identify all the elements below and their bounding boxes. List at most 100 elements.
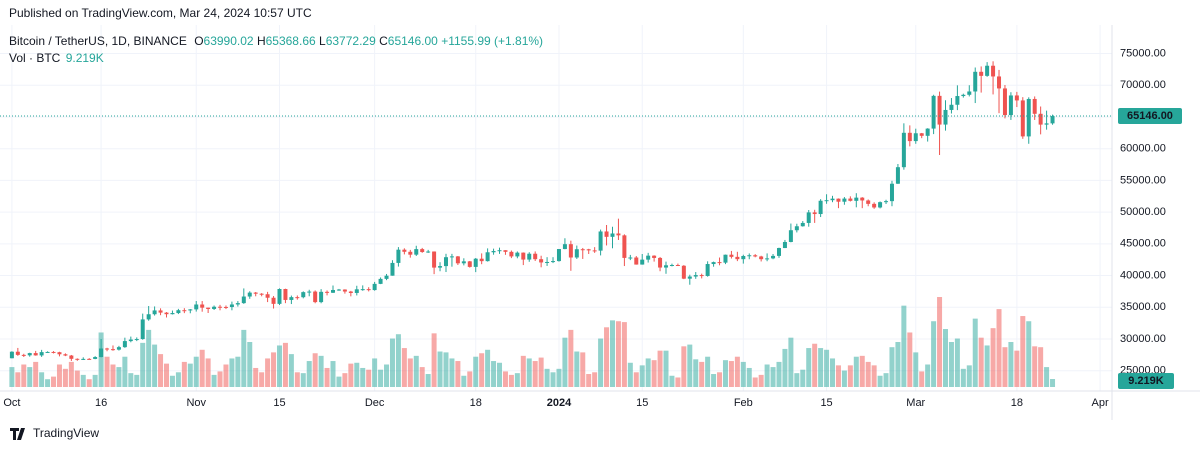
candle-body — [194, 304, 199, 310]
candle-body — [325, 291, 330, 293]
volume-bar — [419, 367, 425, 387]
candle-body — [354, 289, 359, 293]
candle-body — [223, 306, 228, 308]
volume-bar — [241, 329, 247, 387]
candle-body — [866, 200, 871, 204]
candle-body — [771, 255, 776, 259]
volume-bar — [211, 374, 217, 387]
candle-body — [1020, 100, 1025, 137]
volume-bar — [318, 355, 324, 387]
candle-body — [116, 347, 121, 350]
volume-bar — [217, 371, 223, 387]
volume-bar — [919, 371, 925, 387]
candle-body — [146, 314, 151, 320]
candle-body — [402, 249, 407, 252]
volume-bar — [1044, 367, 1050, 387]
candle-body — [39, 352, 44, 356]
x-tick-label: Nov — [186, 397, 206, 409]
volume-bar — [651, 360, 657, 387]
volume-bar — [812, 343, 818, 387]
volume-bar — [627, 362, 633, 387]
volume-bar — [609, 320, 615, 387]
candle-body — [176, 310, 181, 314]
candle-body — [967, 91, 972, 95]
volume-bar — [39, 372, 45, 387]
volume-bar — [752, 377, 758, 387]
candle-body — [247, 292, 252, 297]
volume-bar — [134, 374, 140, 387]
volume-bar — [728, 361, 734, 387]
volume-bar — [401, 348, 407, 387]
change: +1155.99 (+1.81%) — [441, 34, 543, 48]
candle-body — [884, 201, 889, 203]
volume-bar — [996, 309, 1002, 387]
volume-bar — [669, 375, 675, 387]
x-tick-label: 18 — [1011, 397, 1023, 409]
volume-bar — [960, 368, 966, 387]
candle-body — [652, 255, 657, 258]
candle-body — [420, 249, 425, 253]
candle-body — [878, 202, 883, 208]
volume-bar — [259, 372, 265, 387]
candle-body — [253, 292, 258, 294]
candle-body — [687, 276, 692, 279]
brand-logo — [10, 428, 25, 440]
candle-body — [539, 259, 544, 263]
candle-body — [449, 256, 454, 258]
ohlc-letter: L — [319, 34, 326, 48]
volume-bar — [68, 361, 74, 387]
volume-bar — [841, 370, 847, 387]
volume-bar — [169, 375, 175, 387]
volume-bar — [722, 360, 728, 387]
volume-bar — [853, 356, 859, 387]
candle-body — [913, 133, 918, 142]
volume-bar — [437, 351, 443, 387]
candle-body — [711, 262, 716, 265]
candle-body — [93, 357, 98, 359]
candle-body — [747, 255, 752, 257]
volume-bar — [972, 318, 978, 387]
candle-body — [699, 275, 704, 277]
volume-bar — [187, 363, 193, 387]
volume-bar — [253, 367, 259, 387]
volume — [9, 297, 1056, 387]
volume-bar — [199, 349, 205, 387]
candle-body — [628, 257, 633, 259]
volume-bar — [92, 374, 98, 387]
volume-bar — [104, 356, 110, 387]
candle-body — [473, 258, 478, 267]
volume-bar — [407, 358, 413, 387]
candle-body — [598, 231, 603, 251]
volume-bar — [663, 350, 669, 387]
candle-body — [640, 259, 645, 265]
x-tick-label: 16 — [95, 397, 107, 409]
volume-bar — [942, 329, 948, 387]
candle-body — [973, 71, 978, 92]
candle-body — [81, 358, 86, 360]
volume-bar — [1032, 346, 1038, 387]
candle-body — [919, 133, 924, 136]
volume-bar — [621, 322, 627, 387]
candle-body — [158, 310, 163, 313]
candle-body — [212, 306, 217, 309]
candle-body — [658, 257, 663, 268]
volume-bar — [80, 374, 86, 387]
volume-bar — [110, 364, 116, 387]
volume-bar — [294, 372, 300, 387]
volume-bar — [336, 376, 342, 387]
candle-body — [491, 251, 496, 253]
volume-bar — [1008, 342, 1014, 387]
volume-bar — [1050, 379, 1056, 387]
volume-bar — [675, 377, 681, 387]
y-tick-label: 70000.00 — [1120, 79, 1166, 91]
x-tick-label: Oct — [3, 397, 20, 409]
candle-body — [1002, 88, 1007, 116]
volume-bar — [479, 353, 485, 387]
volume-bar — [764, 364, 770, 387]
candle-body — [586, 249, 591, 251]
volume-bar — [502, 371, 508, 387]
volume-bar — [86, 379, 92, 387]
candle-body — [134, 339, 139, 341]
candle-body — [152, 310, 157, 315]
